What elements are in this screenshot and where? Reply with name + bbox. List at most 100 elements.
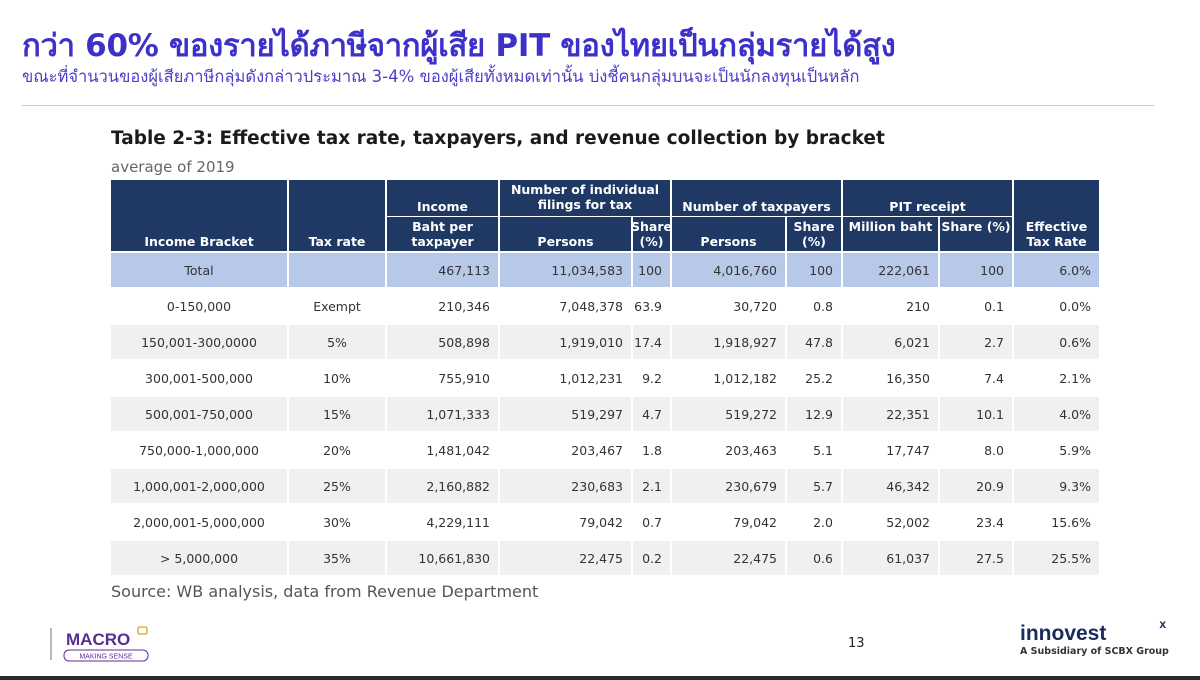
cell-fshare: 0.7 [642,514,662,530]
cell-rate: 20% [323,442,351,458]
cell-income: 2,160,882 [387,469,498,503]
cell-tshare: 12.9 [787,397,841,431]
cell-income: 755,910 [438,370,490,386]
svg-text:innovest: innovest [1020,622,1106,645]
cell-tshare: 47.8 [787,325,841,359]
cell-eff: 25.5% [1014,541,1099,575]
cell-eff: 5.9% [1059,442,1091,458]
cell-fshare: 4.7 [633,397,670,431]
divider [22,105,1154,106]
cell-pshare: 20.9 [940,469,1012,503]
table-row: 1,000,001-2,000,000 25% 2,160,882 230,683 2.… [111,469,1099,503]
table-title: Table 2-3: Effective tax rate, taxpayers… [111,128,885,149]
cell-fshare: 9.2 [642,370,662,386]
header-effective-tax-rate: Effective Tax Rate [1014,180,1099,251]
cell-pshare: 2.7 [940,325,1012,359]
cell-pshare: 100 [940,253,1012,287]
cell-pit: 16,350 [886,370,930,386]
cell-income: 508,898 [387,325,498,359]
cell-pit: 46,342 [843,469,938,503]
cell-eff: 0.6% [1014,325,1099,359]
cell-pit: 6,021 [843,325,938,359]
cell-bracket: 2,000,001-5,000,000 [133,514,265,530]
table-row: > 5,000,000 35% 10,661,830 22,475 0.2 22,475 0… [111,541,1099,575]
cell-bracket: 1,000,001-2,000,000 [111,469,287,503]
tax-bracket-table: Income Bracket Tax rate Income Baht per … [111,180,1099,575]
cell-pit: 210 [906,298,930,314]
header-baht-per-taxpayer: Baht per taxpayer [387,217,498,251]
slide-subtitle: ขณะที่จำนวนของผู้เสียภาษีกลุ่มดังกล่าวปร… [22,67,860,86]
cell-fshare: 17.4 [633,325,670,359]
cell-bracket: 750,000-1,000,000 [139,442,259,458]
cell-eff: 9.3% [1014,469,1099,503]
table-row: 750,000-1,000,000 20% 1,481,042 203,467 1.8 2… [111,433,1099,467]
header-taxpayers-share: Share (%) [787,217,841,251]
cell-taxpayers: 519,272 [672,397,785,431]
table-row: 2,000,001-5,000,000 30% 4,229,111 79,042 0.7… [111,505,1099,539]
cell-income: 467,113 [387,253,498,287]
cell-rate: 10% [323,370,351,386]
cell-eff: 4.0% [1014,397,1099,431]
cell-filings: 203,467 [571,442,623,458]
cell-filings: 79,042 [579,514,623,530]
header-filings-group: Number of individual filings for tax [500,180,670,216]
cell-pshare: 8.0 [984,442,1004,458]
cell-eff: 6.0% [1014,253,1099,287]
svg-text:MAKING SENSE: MAKING SENSE [79,654,133,661]
logo-divider [50,628,52,660]
cell-bracket: 500,001-750,000 [111,397,287,431]
cell-tshare: 100 [787,253,841,287]
cell-filings: 7,048,378 [559,298,623,314]
table-row-total: Total 467,113 11,034,583 100 4,016,760 100 222… [111,253,1099,287]
cell-taxpayers: 1,012,182 [713,370,777,386]
cell-rate: 25% [289,469,385,503]
cell-taxpayers: 4,016,760 [672,253,785,287]
table-row: 150,001-300,0000 5% 508,898 1,919,010 17.4 1,… [111,325,1099,359]
cell-taxpayers: 30,720 [733,298,777,314]
cell-eff: 0.0% [1059,298,1091,314]
cell-taxpayers: 1,918,927 [672,325,785,359]
innovest-tagline: A Subsidiary of SCBX Group [1020,646,1169,657]
cell-pit: 52,002 [886,514,930,530]
header-income-bracket: Income Bracket [111,180,287,251]
header-taxpayers-group: Number of taxpayers [672,180,841,216]
cell-filings: 519,297 [500,397,631,431]
header-pit-group: PIT receipt [843,180,1012,216]
svg-text:x: x [1159,618,1166,631]
cell-bracket: 0-150,000 [166,298,232,314]
cell-taxpayers: 79,042 [733,514,777,530]
cell-filings: 22,475 [500,541,631,575]
cell-taxpayers: 22,475 [672,541,785,575]
cell-income: 10,661,830 [387,541,498,575]
cell-income: 1,071,333 [387,397,498,431]
header-taxpayers-persons: Persons [672,217,785,251]
cell-rate: 30% [323,514,351,530]
innovest-logo: innovest x [1020,618,1166,645]
cell-pshare: 10.1 [940,397,1012,431]
header-pit-share: Share (%) [940,217,1012,251]
table-row: 300,001-500,000 10% 755,910 1,012,231 9.2 1,0… [111,361,1099,395]
cell-rate: 35% [289,541,385,575]
cell-filings: 1,012,231 [559,370,623,386]
cell-bracket: > 5,000,000 [111,541,287,575]
cell-rate: 5% [289,325,385,359]
cell-pshare: 27.5 [940,541,1012,575]
cell-fshare: 63.9 [634,298,662,314]
cell-filings: 1,919,010 [500,325,631,359]
cell-bracket: 150,001-300,0000 [111,325,287,359]
macro-logo: MACRO MAKING SENSE [63,626,149,662]
cell-rate: 15% [289,397,385,431]
slide-title: กว่า 60% ของรายได้ภาษีจากผู้เสีย PIT ของ… [22,28,896,64]
table-subtitle: average of 2019 [111,158,235,176]
cell-tshare: 5.1 [813,442,833,458]
cell-pshare: 23.4 [976,514,1004,530]
cell-bracket: 300,001-500,000 [145,370,253,386]
cell-income: 4,229,111 [426,514,490,530]
cell-rate [289,253,385,287]
bottom-border [0,676,1200,680]
cell-pit: 17,747 [886,442,930,458]
header-filings-share: Share (%) [631,217,672,251]
cell-tshare: 2.0 [813,514,833,530]
header-pit-million: Million baht [843,217,938,251]
cell-bracket: Total [111,253,287,287]
